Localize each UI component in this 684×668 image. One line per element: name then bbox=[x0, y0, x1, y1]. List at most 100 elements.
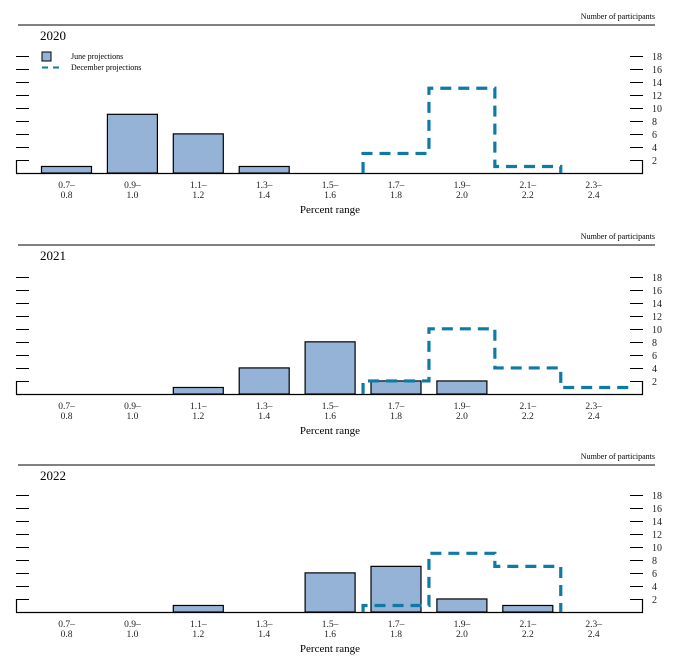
x-tick-label-bottom: 1.6 bbox=[324, 191, 336, 201]
x-tick-label-bottom: 2.0 bbox=[456, 191, 468, 201]
y-tick-label: 2 bbox=[652, 377, 657, 388]
x-tick-label-top: 1.3– bbox=[256, 620, 273, 630]
x-tick-label-top: 2.1– bbox=[519, 402, 536, 412]
june-bar-1.3–1.4 bbox=[238, 165, 290, 174]
y-tick-label: 18 bbox=[652, 491, 662, 502]
december-step-outline bbox=[361, 551, 563, 612]
x-tick-label-bottom: 1.8 bbox=[390, 412, 402, 422]
june-bar-2.1–2.2 bbox=[502, 604, 554, 613]
y-tick-label: 4 bbox=[652, 364, 657, 375]
june-bar-0.7–0.8 bbox=[40, 165, 93, 174]
y-tick-label: 2 bbox=[652, 595, 657, 606]
panel-year-title: 2022 bbox=[40, 468, 66, 483]
x-tick-label-top: 0.7– bbox=[58, 620, 75, 630]
y-tick-label: 16 bbox=[652, 286, 662, 297]
y-tick-label: 6 bbox=[652, 351, 657, 362]
x-tick-label-top: 1.1– bbox=[190, 402, 207, 412]
june-bar-1.1–1.2 bbox=[172, 386, 224, 395]
y-tick-label: 8 bbox=[652, 556, 657, 567]
x-tick-label-bottom: 1.8 bbox=[390, 630, 402, 640]
y-tick-label: 14 bbox=[652, 299, 662, 310]
y-tick-label: 10 bbox=[652, 325, 662, 336]
y-tick-label: 8 bbox=[652, 117, 657, 128]
x-tick-label-top: 1.7– bbox=[388, 620, 405, 630]
x-tick-label-bottom: 2.4 bbox=[588, 191, 600, 201]
x-tick-label-bottom: 2.4 bbox=[588, 412, 600, 422]
june-bar-1.7–1.8 bbox=[370, 380, 422, 395]
x-tick-label-top: 2.3– bbox=[585, 620, 602, 630]
y-axis-title: Number of participants bbox=[581, 232, 655, 241]
x-tick-label-bottom: 1.8 bbox=[390, 191, 402, 201]
y-axis-title: Number of participants bbox=[581, 12, 655, 21]
y-tick-label: 18 bbox=[652, 52, 662, 63]
y-tick-label: 4 bbox=[652, 143, 657, 154]
june-bar-1.5–1.6 bbox=[304, 572, 356, 613]
y-tick-label: 12 bbox=[652, 530, 662, 541]
june-bar-1.9–2.0 bbox=[436, 380, 488, 395]
x-tick-label-top: 1.5– bbox=[322, 402, 339, 412]
x-tick-label-bottom: 2.0 bbox=[456, 630, 468, 640]
y-tick-label: 2 bbox=[652, 156, 657, 167]
x-tick-label-bottom: 0.8 bbox=[61, 630, 73, 640]
december-step-outline bbox=[361, 327, 629, 394]
x-tick-label-bottom: 2.0 bbox=[456, 412, 468, 422]
y-tick-label: 6 bbox=[652, 130, 657, 141]
x-tick-label-bottom: 1.0 bbox=[126, 630, 138, 640]
x-tick-label-bottom: 1.4 bbox=[258, 412, 270, 422]
x-tick-label-bottom: 0.8 bbox=[61, 412, 73, 422]
y-tick-label: 12 bbox=[652, 312, 662, 323]
x-tick-label-bottom: 1.0 bbox=[126, 412, 138, 422]
x-axis-title: Percent range bbox=[300, 643, 360, 655]
x-tick-label-top: 1.5– bbox=[322, 181, 339, 191]
x-tick-label-bottom: 2.2 bbox=[522, 412, 534, 422]
y-tick-label: 10 bbox=[652, 543, 662, 554]
legend-june-swatch bbox=[41, 51, 52, 62]
june-bar-1.3–1.4 bbox=[238, 367, 290, 395]
x-tick-label-top: 2.3– bbox=[585, 181, 602, 191]
chart-panel-2022: Number of participants 2022 2 4 6 8 10 12 14 16 18… bbox=[15, 452, 662, 655]
y-tick-label: 8 bbox=[652, 338, 657, 349]
x-tick-label-top: 1.9– bbox=[454, 402, 471, 412]
x-axis-title: Percent range bbox=[300, 204, 360, 216]
x-tick-label-top: 0.9– bbox=[124, 402, 141, 412]
legend-december-label: December projections bbox=[71, 63, 141, 72]
y-tick-label: 10 bbox=[652, 104, 662, 115]
x-tick-label-top: 0.9– bbox=[124, 181, 141, 191]
legend-june-label: June projections bbox=[71, 52, 123, 61]
june-bar-1.1–1.2 bbox=[172, 604, 224, 613]
december-step-outline bbox=[361, 86, 563, 173]
x-tick-label-top: 2.1– bbox=[519, 181, 536, 191]
june-bar-0.9–1.0 bbox=[106, 113, 159, 174]
y-tick-label: 16 bbox=[652, 65, 662, 76]
x-tick-label-top: 0.7– bbox=[58, 402, 75, 412]
x-tick-label-top: 1.3– bbox=[256, 402, 273, 412]
x-tick-label-bottom: 1.6 bbox=[324, 630, 336, 640]
legend: June projections December projections bbox=[41, 51, 141, 72]
y-tick-label: 14 bbox=[652, 78, 662, 89]
x-tick-label-bottom: 1.2 bbox=[192, 630, 204, 640]
x-tick-label-top: 2.1– bbox=[519, 620, 536, 630]
y-axis-title: Number of participants bbox=[581, 452, 655, 461]
panel-year-title: 2020 bbox=[40, 28, 66, 43]
x-tick-label-top: 0.9– bbox=[124, 620, 141, 630]
x-tick-label-top: 1.5– bbox=[322, 620, 339, 630]
x-tick-label-top: 1.7– bbox=[388, 402, 405, 412]
y-tick-label: 18 bbox=[652, 273, 662, 284]
x-tick-label-bottom: 0.8 bbox=[61, 191, 73, 201]
chart-panel-2021: Number of participants 2021 2 4 6 8 10 12 14 16 18… bbox=[15, 232, 662, 437]
june-bar-1.1–1.2 bbox=[172, 133, 224, 174]
chart-panel-2020: Number of participants 2020 2 4 6 8 10 12 14 16 18… bbox=[15, 12, 662, 216]
x-tick-label-top: 1.1– bbox=[190, 181, 207, 191]
x-tick-label-top: 0.7– bbox=[58, 181, 75, 191]
x-tick-label-bottom: 1.2 bbox=[192, 191, 204, 201]
x-tick-label-top: 1.7– bbox=[388, 181, 405, 191]
x-tick-label-bottom: 1.4 bbox=[258, 630, 270, 640]
x-tick-label-top: 1.9– bbox=[454, 181, 471, 191]
x-axis-title: Percent range bbox=[300, 425, 360, 437]
panel-year-title: 2021 bbox=[40, 248, 66, 263]
y-tick-label: 4 bbox=[652, 582, 657, 593]
x-tick-label-top: 1.1– bbox=[190, 620, 207, 630]
x-tick-label-bottom: 1.6 bbox=[324, 412, 336, 422]
x-tick-label-bottom: 2.4 bbox=[588, 630, 600, 640]
